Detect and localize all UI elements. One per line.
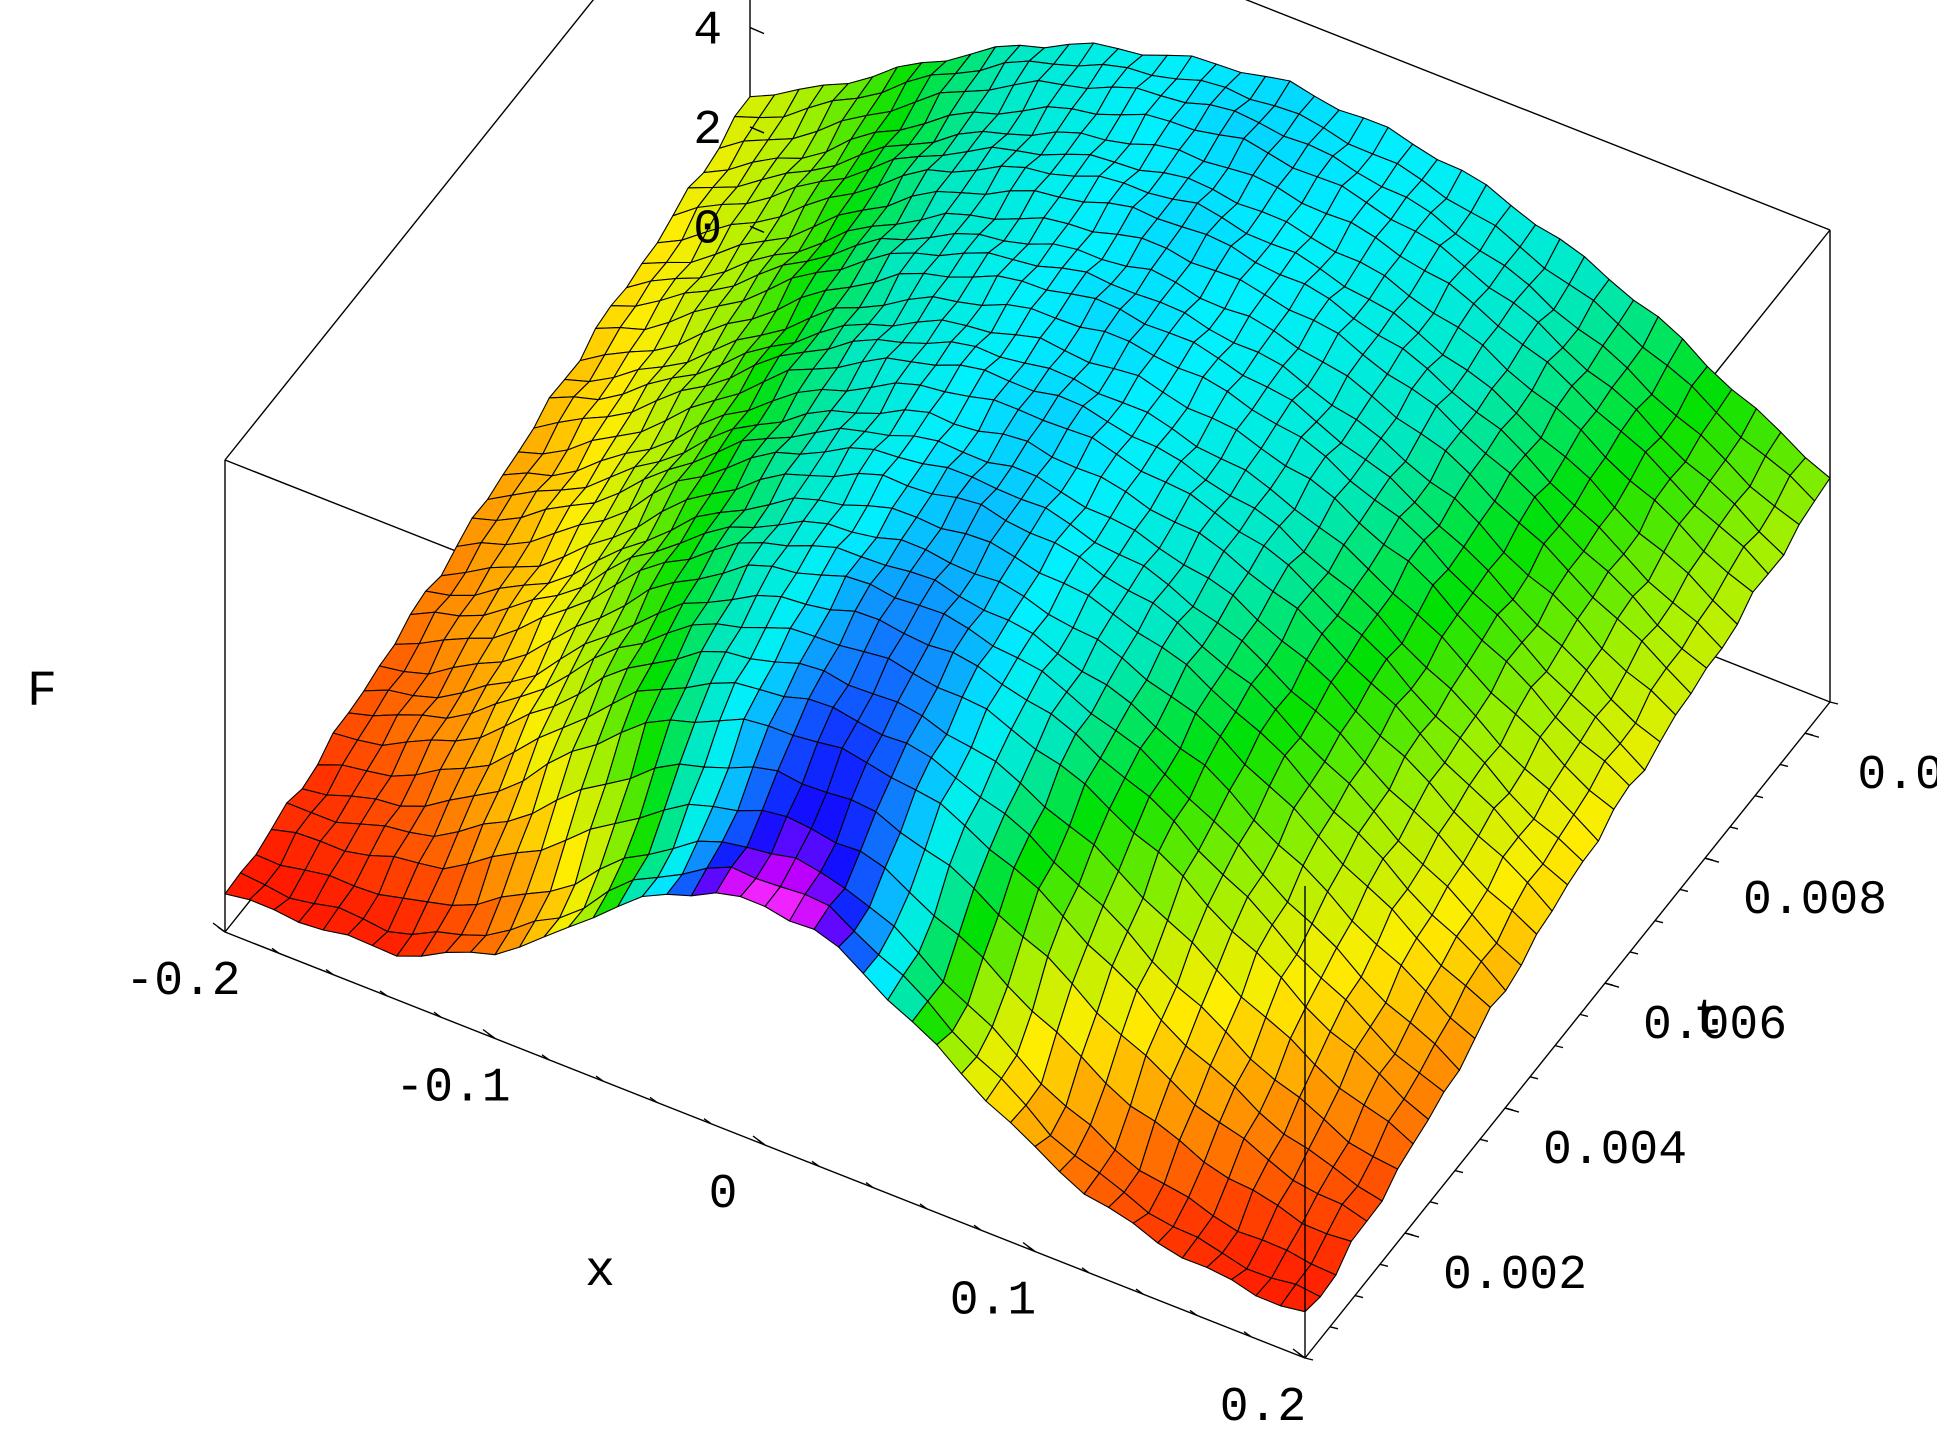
x-minor-tick <box>1189 1309 1198 1316</box>
x-minor-tick <box>325 969 334 976</box>
x-minor-tick <box>865 1182 874 1189</box>
t-minor-tick <box>1754 795 1764 799</box>
box-edge <box>1304 701 1831 1359</box>
t-minor-tick <box>1454 1169 1464 1174</box>
t-minor-tick <box>1729 826 1739 830</box>
x-minor-tick <box>379 990 388 997</box>
x-minor-tick <box>1135 1288 1144 1295</box>
t-tick-label: 0.002 <box>1443 1249 1587 1303</box>
surface-mesh <box>224 42 1831 1313</box>
t-minor-tick <box>1404 1232 1414 1236</box>
axis-tick-labels: -0.2 -0.1 0 0.1 0.2 0.002 0.004 0.006 0.008 0.01 0… <box>125 5 1937 1435</box>
t-tick-label: 0.004 <box>1543 1124 1687 1178</box>
box-edge <box>224 0 595 461</box>
x-minor-tick <box>271 947 280 954</box>
t-minor-tick <box>1604 982 1614 986</box>
t-minor-tick <box>1654 919 1664 924</box>
t-minor-tick <box>1479 1138 1489 1143</box>
x-minor-tick <box>487 1032 496 1040</box>
x-minor-tick <box>1243 1331 1252 1338</box>
t-minor-tick <box>1829 701 1839 705</box>
t-minor-tick <box>1579 1013 1589 1018</box>
axis-ticks <box>212 26 1839 1361</box>
x-tick-label: -0.1 <box>395 1062 510 1116</box>
x-minor-tick <box>217 926 226 933</box>
x-minor-tick <box>811 1160 820 1167</box>
t-minor-tick <box>1379 1263 1389 1267</box>
t-tick-label: 0.006 <box>1643 999 1787 1053</box>
t-axis-label: t <box>1693 992 1723 1049</box>
f-tick-mark <box>749 225 765 233</box>
t-minor-tick <box>1429 1201 1439 1205</box>
x-tick-label: 0.2 <box>1220 1381 1306 1435</box>
f-tick-mark <box>749 126 765 134</box>
x-minor-tick <box>595 1075 604 1082</box>
t-minor-tick <box>1354 1294 1364 1299</box>
x-tick-label: 0 <box>709 1168 738 1222</box>
t-minor-tick <box>1779 763 1789 768</box>
box-edge <box>1244 0 1831 231</box>
surface-cell <box>1279 1283 1321 1313</box>
f-tick-label: 2 <box>693 104 722 158</box>
t-minor-tick <box>1629 951 1639 955</box>
x-minor-tick <box>703 1118 712 1125</box>
t-minor-tick <box>1679 888 1689 893</box>
x-minor-tick <box>1297 1352 1306 1359</box>
t-minor-tick <box>1504 1107 1514 1111</box>
x-minor-tick <box>541 1054 550 1061</box>
t-tick-label: 0.01 <box>1857 749 1937 803</box>
x-minor-tick <box>649 1096 658 1103</box>
axis-labels: x t F <box>27 664 1723 1301</box>
x-minor-tick <box>973 1224 982 1231</box>
t-tick-label: 0.008 <box>1743 874 1887 928</box>
f-tick-label: 0 <box>693 203 722 257</box>
t-minor-tick <box>1554 1044 1564 1049</box>
x-axis-label: x <box>585 1244 615 1301</box>
f-tick-label: 4 <box>693 5 722 59</box>
f-axis-label: F <box>27 664 57 721</box>
t-minor-tick <box>1704 857 1714 861</box>
x-minor-tick <box>1027 1245 1036 1253</box>
x-tick-label: 0.1 <box>950 1275 1036 1329</box>
x-minor-tick <box>1081 1267 1090 1274</box>
t-minor-tick <box>1804 732 1814 736</box>
x-minor-tick <box>757 1139 766 1146</box>
t-minor-tick <box>1529 1076 1539 1080</box>
x-tick-label: -0.2 <box>125 955 240 1009</box>
f-tick-mark <box>749 26 765 35</box>
x-minor-tick <box>433 1011 442 1018</box>
t-minor-tick <box>1329 1326 1339 1330</box>
t-minor-tick <box>1304 1357 1314 1361</box>
x-minor-tick <box>919 1203 928 1210</box>
